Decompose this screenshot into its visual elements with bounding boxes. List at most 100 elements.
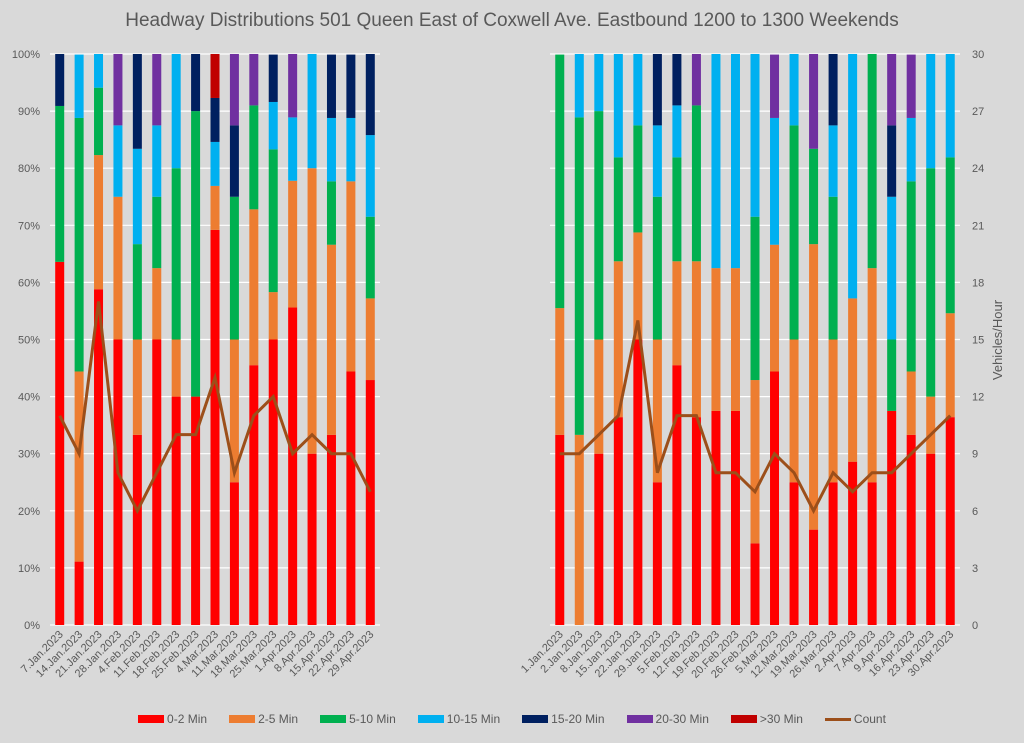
bar-segment (249, 54, 259, 106)
bar-segment (711, 268, 721, 411)
bar-segment (74, 117, 84, 372)
y-left-tick-label: 80% (18, 163, 40, 175)
bar-segment (789, 482, 799, 625)
legend-item: 0-2 Min (138, 712, 207, 726)
bar-segment (809, 244, 819, 530)
bars (55, 54, 955, 626)
bar-segment (828, 125, 838, 197)
bar-segment (346, 181, 356, 372)
y-left-tick-label: 10% (18, 563, 40, 575)
bar-segment (848, 54, 858, 299)
y-right-tick-label: 12 (972, 392, 984, 404)
bar-segment (326, 181, 336, 245)
bar-segment (828, 482, 838, 625)
y-right-tick-label: 24 (972, 163, 984, 175)
bar-segment (229, 54, 239, 126)
bar-segment (613, 261, 623, 418)
bar-segment (672, 365, 682, 625)
bar-segment (346, 117, 356, 182)
bar-segment (613, 157, 623, 262)
bar-segment (652, 54, 662, 126)
bar-segment (113, 54, 123, 126)
bar-segment (268, 149, 278, 293)
bar-segment (633, 125, 643, 233)
y-right-tick-label: 30 (972, 49, 984, 61)
y-left-tick-label: 40% (18, 392, 40, 404)
y-right-tick-label: 9 (972, 449, 978, 461)
legend: 0-2 Min 2-5 Min 5-10 Min 10-15 Min 15-20 Min… (0, 712, 1024, 726)
bar-segment (691, 417, 701, 625)
legend-label: 20-30 Min (655, 712, 709, 726)
y-left-tick-label: 50% (18, 335, 40, 347)
legend-item: 20-30 Min (626, 712, 709, 726)
bar-segment (594, 453, 604, 625)
bar-segment (268, 54, 278, 102)
bar-segment (74, 561, 84, 625)
bar-segment (809, 529, 819, 625)
bar-segment (789, 339, 799, 483)
bar-segment (365, 298, 375, 381)
bar-segment (574, 434, 584, 625)
y-right-tick-label: 0 (972, 620, 978, 632)
bar-segment (809, 54, 819, 149)
bar-segment (789, 54, 799, 126)
bar-segment (346, 54, 356, 118)
bar-segment (191, 54, 201, 112)
count-line (559, 320, 952, 515)
bar-segment (789, 125, 799, 340)
bar-segment (268, 101, 278, 150)
legend-item: 10-15 Min (417, 712, 501, 726)
bar-segment (555, 434, 565, 625)
bar-segment (770, 117, 780, 245)
bar-segment (750, 543, 760, 625)
bar-segment (94, 289, 104, 625)
bar-segment (210, 54, 220, 98)
bar-segment (171, 54, 181, 169)
y-right-tick-label: 15 (972, 335, 984, 347)
y-right-tick-label: 18 (972, 277, 984, 289)
bar-segment (633, 339, 643, 625)
bar-segment (613, 54, 623, 158)
legend-label: 10-15 Min (446, 712, 501, 726)
count-line (58, 301, 372, 515)
bar-segment (229, 125, 239, 197)
bar-segment (926, 396, 936, 454)
bar-segment (555, 54, 565, 309)
legend-item: 5-10 Min (320, 712, 396, 726)
bar-segment (945, 157, 955, 314)
bar-segment (152, 339, 162, 625)
y-left-tick-label: 30% (18, 449, 40, 461)
bar-segment (945, 417, 955, 625)
legend-label: Count (853, 712, 886, 726)
bar-segment (926, 168, 936, 397)
bar-segment (326, 117, 336, 182)
bar-segment (307, 54, 317, 169)
y-right-axis-label: Vehicles/Hour (990, 299, 1005, 380)
bar-segment (229, 482, 239, 625)
bar-segment (887, 125, 897, 197)
bar-segment (887, 410, 897, 625)
bar-segment (326, 434, 336, 625)
bar-segment (652, 125, 662, 197)
y-right-tick-label: 21 (972, 220, 984, 232)
bar-segment (229, 196, 239, 340)
bar-segment (730, 410, 740, 625)
bar-segment (288, 117, 298, 181)
bar-segment (770, 371, 780, 625)
bar-segment (152, 54, 162, 126)
bar-segment (926, 453, 936, 625)
legend-item: 2-5 Min (229, 712, 298, 726)
bar-segment (171, 339, 181, 397)
bar-segment (711, 410, 721, 625)
bar-segment (906, 371, 916, 435)
bar-segment (229, 339, 239, 483)
bar-segment (574, 117, 584, 435)
bar-segment (770, 244, 780, 372)
legend-swatch (730, 715, 757, 723)
bar-segment (906, 54, 916, 118)
legend-label: 15-20 Min (551, 712, 605, 726)
bar-segment (132, 148, 142, 245)
bar-segment (887, 54, 897, 126)
bar-segment (887, 196, 897, 340)
bar-segment (268, 292, 278, 340)
